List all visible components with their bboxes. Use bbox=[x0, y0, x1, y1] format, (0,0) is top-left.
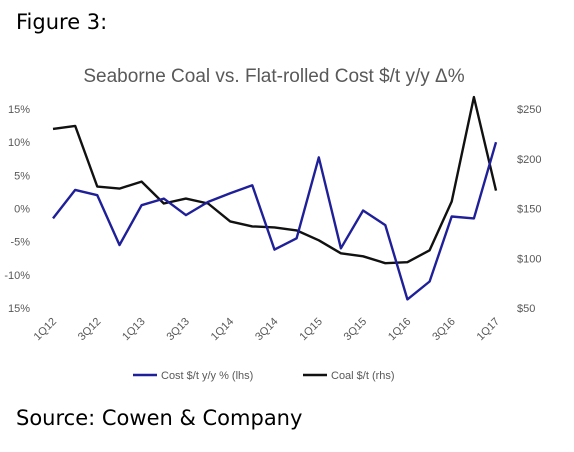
right-tick-label: $250 bbox=[517, 104, 541, 116]
right-tick-label: $150 bbox=[517, 204, 541, 216]
left-tick-label: -10% bbox=[4, 270, 30, 282]
legend-label-cost: Cost $/t y/y % (lhs) bbox=[161, 370, 253, 382]
x-tick-label: 3Q12 bbox=[76, 316, 104, 344]
legend-label-coal: Coal $/t (rhs) bbox=[331, 370, 395, 382]
series-line-cost bbox=[52, 141, 498, 301]
left-tick-label: 15% bbox=[8, 303, 30, 315]
x-tick-label: 3Q16 bbox=[430, 316, 458, 344]
right-tick-label: $50 bbox=[517, 303, 535, 315]
right-tick-label: $200 bbox=[517, 154, 541, 166]
right-axis-ticks: $250 $200 $150 $100 $50 bbox=[517, 104, 541, 315]
series-line-coal bbox=[52, 95, 498, 265]
x-tick-label: 3Q15 bbox=[342, 316, 370, 344]
left-tick-label: 10% bbox=[8, 137, 30, 149]
x-tick-label: 3Q13 bbox=[164, 316, 192, 344]
x-tick-label: 1Q15 bbox=[297, 316, 325, 344]
source-note: Source: Cowen & Company bbox=[16, 406, 303, 430]
x-tick-label: 1Q12 bbox=[32, 316, 60, 344]
x-tick-label: 1Q17 bbox=[475, 316, 503, 344]
x-tick-label: 1Q13 bbox=[120, 316, 148, 344]
x-tick-label: 1Q14 bbox=[209, 316, 237, 344]
right-tick-label: $100 bbox=[517, 253, 541, 265]
legend: Cost $/t y/y % (lhs) Coal $/t (rhs) bbox=[133, 370, 395, 382]
x-tick-label: 3Q14 bbox=[253, 316, 281, 344]
left-tick-label: -5% bbox=[10, 237, 30, 249]
figure-label: Figure 3: bbox=[16, 10, 108, 34]
chart-title: Seaborne Coal vs. Flat-rolled Cost $/t y… bbox=[83, 66, 464, 87]
left-tick-label: 15% bbox=[8, 104, 30, 116]
x-axis-ticks: 1Q12 3Q12 1Q13 3Q13 1Q14 3Q14 1Q15 3Q15 1Q16 3Q16… bbox=[32, 316, 503, 344]
left-axis-ticks: 15% 10% 5% 0% -5% -10% 15% bbox=[4, 104, 30, 315]
left-tick-label: 5% bbox=[14, 170, 30, 182]
x-tick-label: 1Q16 bbox=[386, 316, 414, 344]
left-tick-label: 0% bbox=[14, 204, 30, 216]
